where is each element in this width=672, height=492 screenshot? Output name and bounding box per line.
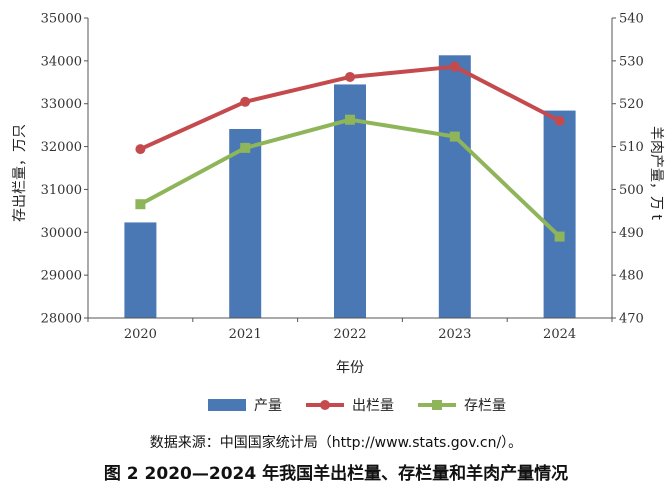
y-tick-label-right: 490 xyxy=(619,226,644,241)
y-tick-label-right: 540 xyxy=(619,12,644,27)
x-tick-label: 2023 xyxy=(438,327,471,342)
legend-label-出栏量: 出栏量 xyxy=(352,398,394,414)
x-axis-title: 年份 xyxy=(336,360,364,376)
y-tick-label-right: 510 xyxy=(619,140,644,155)
y-tick-label-left: 31000 xyxy=(41,183,82,198)
line-series xyxy=(135,61,565,242)
y-tick-label-left: 28000 xyxy=(41,312,82,327)
point-存栏量-2023 xyxy=(449,131,460,142)
legend-label-产量: 产量 xyxy=(254,398,282,414)
source-note: 数据来源：中国国家统计局（http://www.stats.gov.cn/）。 xyxy=(149,435,523,451)
bar-2024 xyxy=(543,110,576,318)
bar-2021 xyxy=(229,129,262,318)
figure-caption: 图 2 2020—2024 年我国羊出栏量、存栏量和羊肉产量情况 xyxy=(103,464,569,484)
point-存栏量-2022 xyxy=(345,114,355,125)
point-存栏量-2020 xyxy=(135,199,146,210)
y-tick-label-left: 30000 xyxy=(41,226,82,241)
y-tick-label-left: 35000 xyxy=(41,12,82,27)
point-出栏量-2024 xyxy=(554,115,565,126)
point-出栏量-2023 xyxy=(449,61,460,72)
y-axis-left-title: 存出栏量，万只 xyxy=(12,124,28,222)
x-tick-label: 2024 xyxy=(543,327,576,342)
y-axis-right-title: 羊肉产量，万 t xyxy=(648,126,664,220)
chart: 28000 29000 30000 31000 32000 33000 34000 35000… xyxy=(12,12,664,415)
legend: 产量 出栏量 存栏量 xyxy=(208,398,506,414)
y-tick-label-left: 32000 xyxy=(41,140,82,155)
y-tick-label-right: 520 xyxy=(619,97,644,112)
legend-marker-出栏量 xyxy=(320,400,330,410)
x-tick-label: 2020 xyxy=(124,327,157,342)
bar-2023 xyxy=(438,55,471,319)
y-tick-label-left: 29000 xyxy=(41,269,82,284)
x-tick-label: 2022 xyxy=(333,327,366,342)
y-tick-label-left: 33000 xyxy=(41,97,82,112)
point-存栏量-2021 xyxy=(240,142,251,153)
axes: 28000 29000 30000 31000 32000 33000 34000 35000… xyxy=(41,12,644,343)
legend-label-存栏量: 存栏量 xyxy=(464,398,506,414)
bar-2020 xyxy=(124,222,157,318)
y-tick-label-right: 470 xyxy=(619,312,644,327)
legend-swatch-产量 xyxy=(208,399,246,411)
point-出栏量-2020 xyxy=(135,144,146,155)
point-出栏量-2022 xyxy=(345,71,355,82)
point-存栏量-2024 xyxy=(554,231,565,242)
point-出栏量-2021 xyxy=(240,96,251,107)
y-tick-label-left: 34000 xyxy=(41,54,82,69)
y-tick-label-right: 480 xyxy=(619,269,644,284)
x-tick-label: 2021 xyxy=(229,327,262,342)
y-tick-label-right: 500 xyxy=(619,183,644,198)
y-tick-label-right: 530 xyxy=(619,54,644,69)
legend-marker-存栏量 xyxy=(432,400,442,410)
bar-series xyxy=(124,55,576,319)
